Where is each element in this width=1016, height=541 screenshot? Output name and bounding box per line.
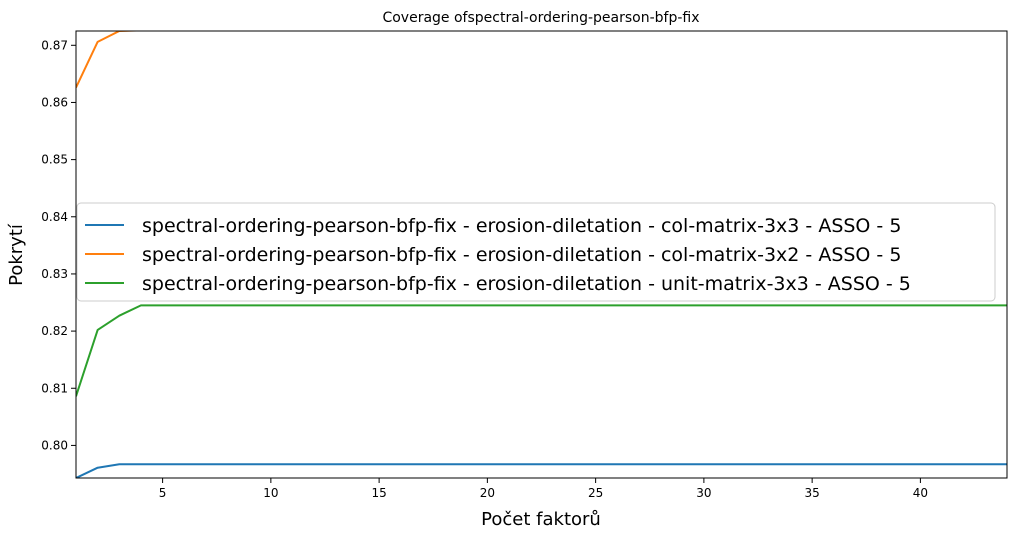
legend-label-2: spectral-ordering-pearson-bfp-fix - eros… xyxy=(142,244,901,266)
y-tick-label: 0.87 xyxy=(41,38,68,52)
x-tick-label: 15 xyxy=(371,486,386,500)
series-line-2 xyxy=(76,31,1007,89)
y-tick-label: 0.86 xyxy=(41,95,68,109)
x-tick-label: 5 xyxy=(159,486,167,500)
legend-label-1: spectral-ordering-pearson-bfp-fix - eros… xyxy=(142,215,901,237)
legend: spectral-ordering-pearson-bfp-fix - eros… xyxy=(76,202,996,302)
legend-label-3: spectral-ordering-pearson-bfp-fix - eros… xyxy=(142,273,911,295)
y-tick-label: 0.83 xyxy=(41,267,68,281)
y-axis: 0.80 0.81 0.82 0.83 0.84 0.85 0.86 0.87 xyxy=(41,38,76,452)
x-tick-label: 20 xyxy=(480,486,495,500)
x-axis-title: Počet faktorů xyxy=(481,509,601,530)
chart-title: Coverage ofspectral-ordering-pearson-bfp… xyxy=(382,10,699,26)
x-tick-label: 25 xyxy=(588,486,603,500)
series-line-3 xyxy=(76,304,1007,397)
legend-box xyxy=(76,202,996,302)
series-layer xyxy=(76,31,1007,478)
series-line-1 xyxy=(76,463,1007,478)
y-tick-label: 0.81 xyxy=(41,381,68,395)
x-tick-label: 35 xyxy=(804,486,819,500)
y-tick-label: 0.80 xyxy=(41,438,68,452)
y-tick-label: 0.84 xyxy=(41,210,68,224)
y-tick-label: 0.85 xyxy=(41,153,68,167)
x-tick-label: 30 xyxy=(696,486,711,500)
y-tick-label: 0.82 xyxy=(41,324,68,338)
x-tick-label: 40 xyxy=(913,486,928,500)
plot-frame xyxy=(75,30,1008,479)
x-tick-label: 10 xyxy=(263,486,278,500)
y-axis-title: Pokrytí xyxy=(6,223,27,286)
x-axis: 5 10 15 20 25 30 35 40 xyxy=(159,478,928,500)
